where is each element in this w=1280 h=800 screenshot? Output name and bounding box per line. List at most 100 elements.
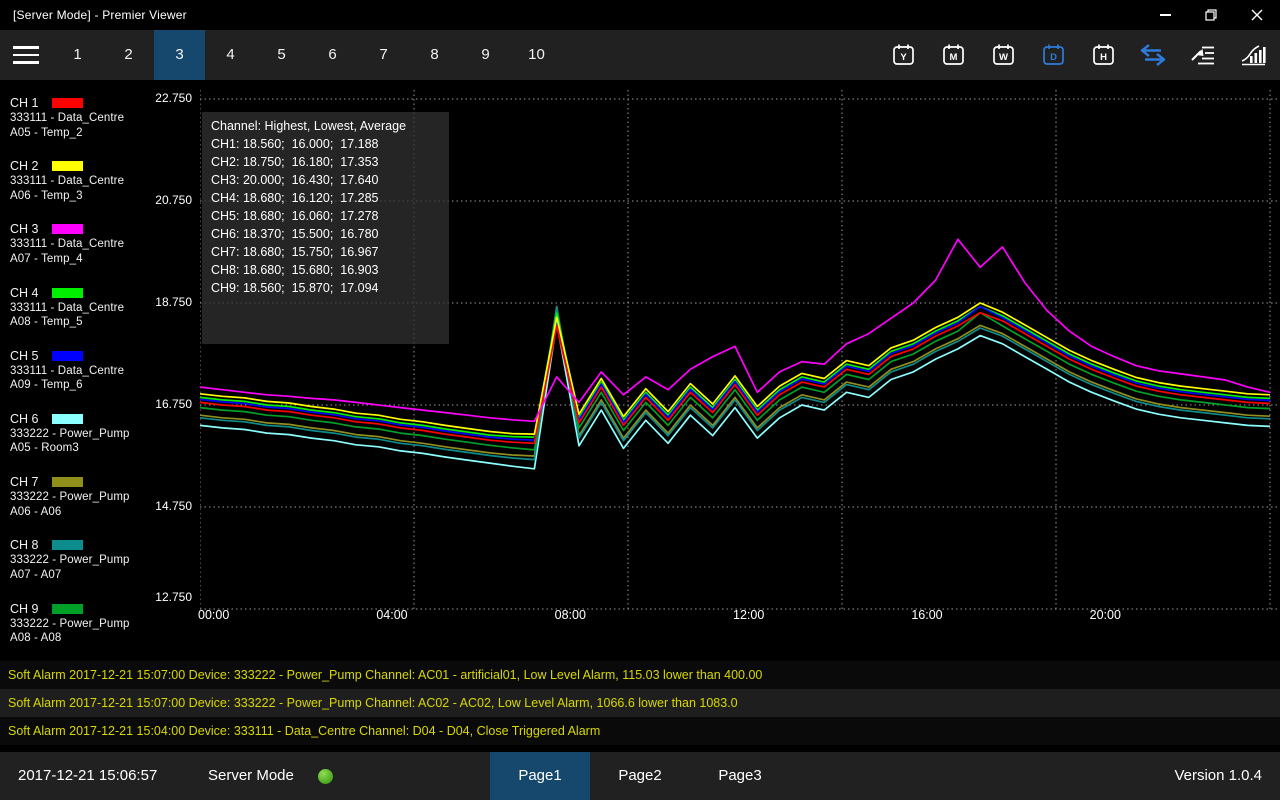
channel-point: A06 - A06	[10, 505, 62, 518]
channel-color-swatch	[52, 350, 84, 361]
channel-device: 333222 - Power_Pump	[10, 427, 130, 440]
channel-header: CH 1	[10, 95, 160, 111]
toolbar-tab-6[interactable]: 6	[328, 46, 337, 63]
toolbar-tab-8[interactable]: 8	[430, 46, 439, 63]
minimize-icon	[1159, 14, 1171, 16]
channel-id: CH 9	[10, 601, 39, 616]
page-number-tabs: 1 2 3 4 5 6 7 8 9 10	[52, 30, 562, 80]
channel-device: 333111 - Data_Centre	[10, 112, 125, 124]
version-label: Version 1.0.4	[1174, 767, 1262, 784]
alarm-row-3[interactable]: Soft Alarm 2017-12-21 15:04:00 Device: 3…	[0, 717, 1280, 745]
channel-header: CH 2	[10, 158, 160, 174]
series-ch8	[200, 305, 1271, 461]
channel-item-2[interactable]: CH 2 333111 - Data_Centre A06 - Temp_3	[10, 158, 160, 221]
statusbar-pages: Page1 Page2 Page3	[490, 752, 790, 800]
report-export-button[interactable]	[1178, 30, 1228, 80]
overlay-title: Channel: Highest, Lowest, Average	[211, 119, 407, 133]
alarm-row-2[interactable]: Soft Alarm 2017-12-21 15:07:00 Device: 3…	[0, 689, 1280, 717]
close-button[interactable]	[1234, 0, 1280, 30]
channel-point: A05 - Temp_2	[10, 126, 83, 139]
statistics-button[interactable]	[1228, 30, 1278, 80]
channel-id: CH 6	[10, 411, 39, 426]
channel-header: CH 8	[10, 537, 160, 553]
calendar-y-icon: Y	[892, 44, 914, 65]
calendar-d-icon: D	[1042, 44, 1064, 65]
minimize-button[interactable]	[1142, 0, 1188, 30]
statusbar-page3-tab[interactable]: Page3	[718, 767, 762, 784]
calendar-m-icon: M	[942, 44, 964, 65]
channel-header: CH 7	[10, 474, 160, 490]
calendar-d-button[interactable]: D	[1028, 30, 1078, 80]
channel-item-8[interactable]: CH 8 333222 - Power_Pump A07 - A07	[10, 537, 160, 600]
window-title: [Server Mode] - Premier Viewer	[13, 8, 187, 22]
series-ch3	[200, 238, 1271, 423]
menu-button[interactable]	[0, 30, 52, 80]
channel-id: CH 1	[10, 96, 39, 110]
y-tick-14.750: 14.750	[155, 499, 192, 513]
calendar-h-button[interactable]: H	[1078, 30, 1128, 80]
maximize-button[interactable]	[1188, 0, 1234, 30]
sync-button[interactable]	[1128, 30, 1178, 80]
titlebar: [Server Mode] - Premier Viewer	[0, 0, 1280, 30]
channel-point: A07 - A07	[10, 568, 62, 581]
hamburger-icon	[13, 46, 39, 49]
channel-id: CH 5	[10, 348, 39, 363]
toolbar-tab-4[interactable]: 4	[226, 46, 235, 63]
channel-header: CH 4	[10, 285, 160, 301]
connection-status-dot	[318, 769, 333, 784]
channel-item-4[interactable]: CH 4 333111 - Data_Centre A08 - Temp_5	[10, 285, 160, 348]
toolbar-tab-9[interactable]: 9	[481, 46, 490, 63]
series-ch7	[200, 305, 1271, 457]
statusbar-page2-tab[interactable]: Page2	[618, 767, 662, 784]
alarm-row-1[interactable]: Soft Alarm 2017-12-21 15:07:00 Device: 3…	[0, 661, 1280, 689]
report-export-icon	[1191, 46, 1214, 65]
overlay-row-ch3: CH3: 20.000; 16.430; 17.640	[211, 173, 379, 187]
server-mode-label: Server Mode	[208, 767, 294, 784]
y-tick-22.750: 22.750	[155, 91, 192, 105]
channel-item-6[interactable]: CH 6 333222 - Power_Pump A05 - Room3	[10, 411, 160, 474]
statusbar-page1-tab[interactable]: Page1	[490, 752, 590, 800]
channel-point: A09 - Temp_6	[10, 379, 83, 392]
y-tick-20.750: 20.750	[155, 193, 192, 207]
channel-id: CH 2	[10, 159, 39, 174]
channel-device: 333111 - Data_Centre	[10, 364, 125, 377]
channel-item-7[interactable]: CH 7 333222 - Power_Pump A06 - A06	[10, 474, 160, 537]
overlay-row-ch8: CH8: 18.680; 15.680; 16.903	[211, 263, 379, 277]
channel-color-swatch	[52, 603, 84, 614]
y-tick-16.750: 16.750	[155, 397, 192, 411]
channel-header: CH 6	[10, 411, 160, 427]
overlay-row-ch6: CH6: 18.370; 15.500; 16.780	[211, 227, 379, 241]
toolbar-tab-5[interactable]: 5	[277, 46, 286, 63]
toolbar-tab-10[interactable]: 10	[528, 46, 545, 63]
channel-point: A07 - Temp_4	[10, 252, 83, 265]
window-controls	[1142, 0, 1280, 30]
channel-item-1[interactable]: CH 1 333111 - Data_Centre A05 - Temp_2	[10, 95, 160, 158]
sync-icon	[1140, 44, 1166, 66]
svg-text:W: W	[999, 52, 1008, 63]
toolbar-tab-2[interactable]: 2	[124, 46, 133, 63]
y-tick-12.750: 12.750	[155, 590, 192, 604]
calendar-m-button[interactable]: M	[928, 30, 978, 80]
channel-color-swatch	[52, 287, 84, 298]
svg-text:M: M	[949, 52, 957, 63]
channel-item-5[interactable]: CH 5 333111 - Data_Centre A09 - Temp_6	[10, 348, 160, 411]
x-tick-2000: 20:00	[1089, 608, 1121, 622]
calendar-w-button[interactable]: W	[978, 30, 1028, 80]
statistics-overlay: Channel: Highest, Lowest, Average CH1: 1…	[202, 112, 449, 344]
channel-item-3[interactable]: CH 3 333111 - Data_Centre A07 - Temp_4	[10, 221, 160, 284]
overlay-row-ch1: CH1: 18.560; 16.000; 17.188	[211, 137, 379, 151]
channel-color-swatch	[52, 98, 84, 108]
calendar-y-button[interactable]: Y	[878, 30, 928, 80]
y-tick-18.750: 18.750	[155, 295, 192, 309]
toolbar-tab-3[interactable]: 3	[154, 30, 205, 80]
channel-header: CH 5	[10, 348, 160, 364]
channel-point: A06 - Temp_3	[10, 189, 83, 202]
toolbar-tab-7[interactable]: 7	[379, 46, 388, 63]
toolbar-tab-1[interactable]: 1	[73, 46, 82, 63]
trend-chart[interactable]	[200, 90, 1280, 615]
channel-color-swatch	[52, 224, 84, 235]
channel-item-9[interactable]: CH 9 333222 - Power_Pump A08 - A08	[10, 601, 160, 664]
series-ch6	[200, 321, 1271, 470]
